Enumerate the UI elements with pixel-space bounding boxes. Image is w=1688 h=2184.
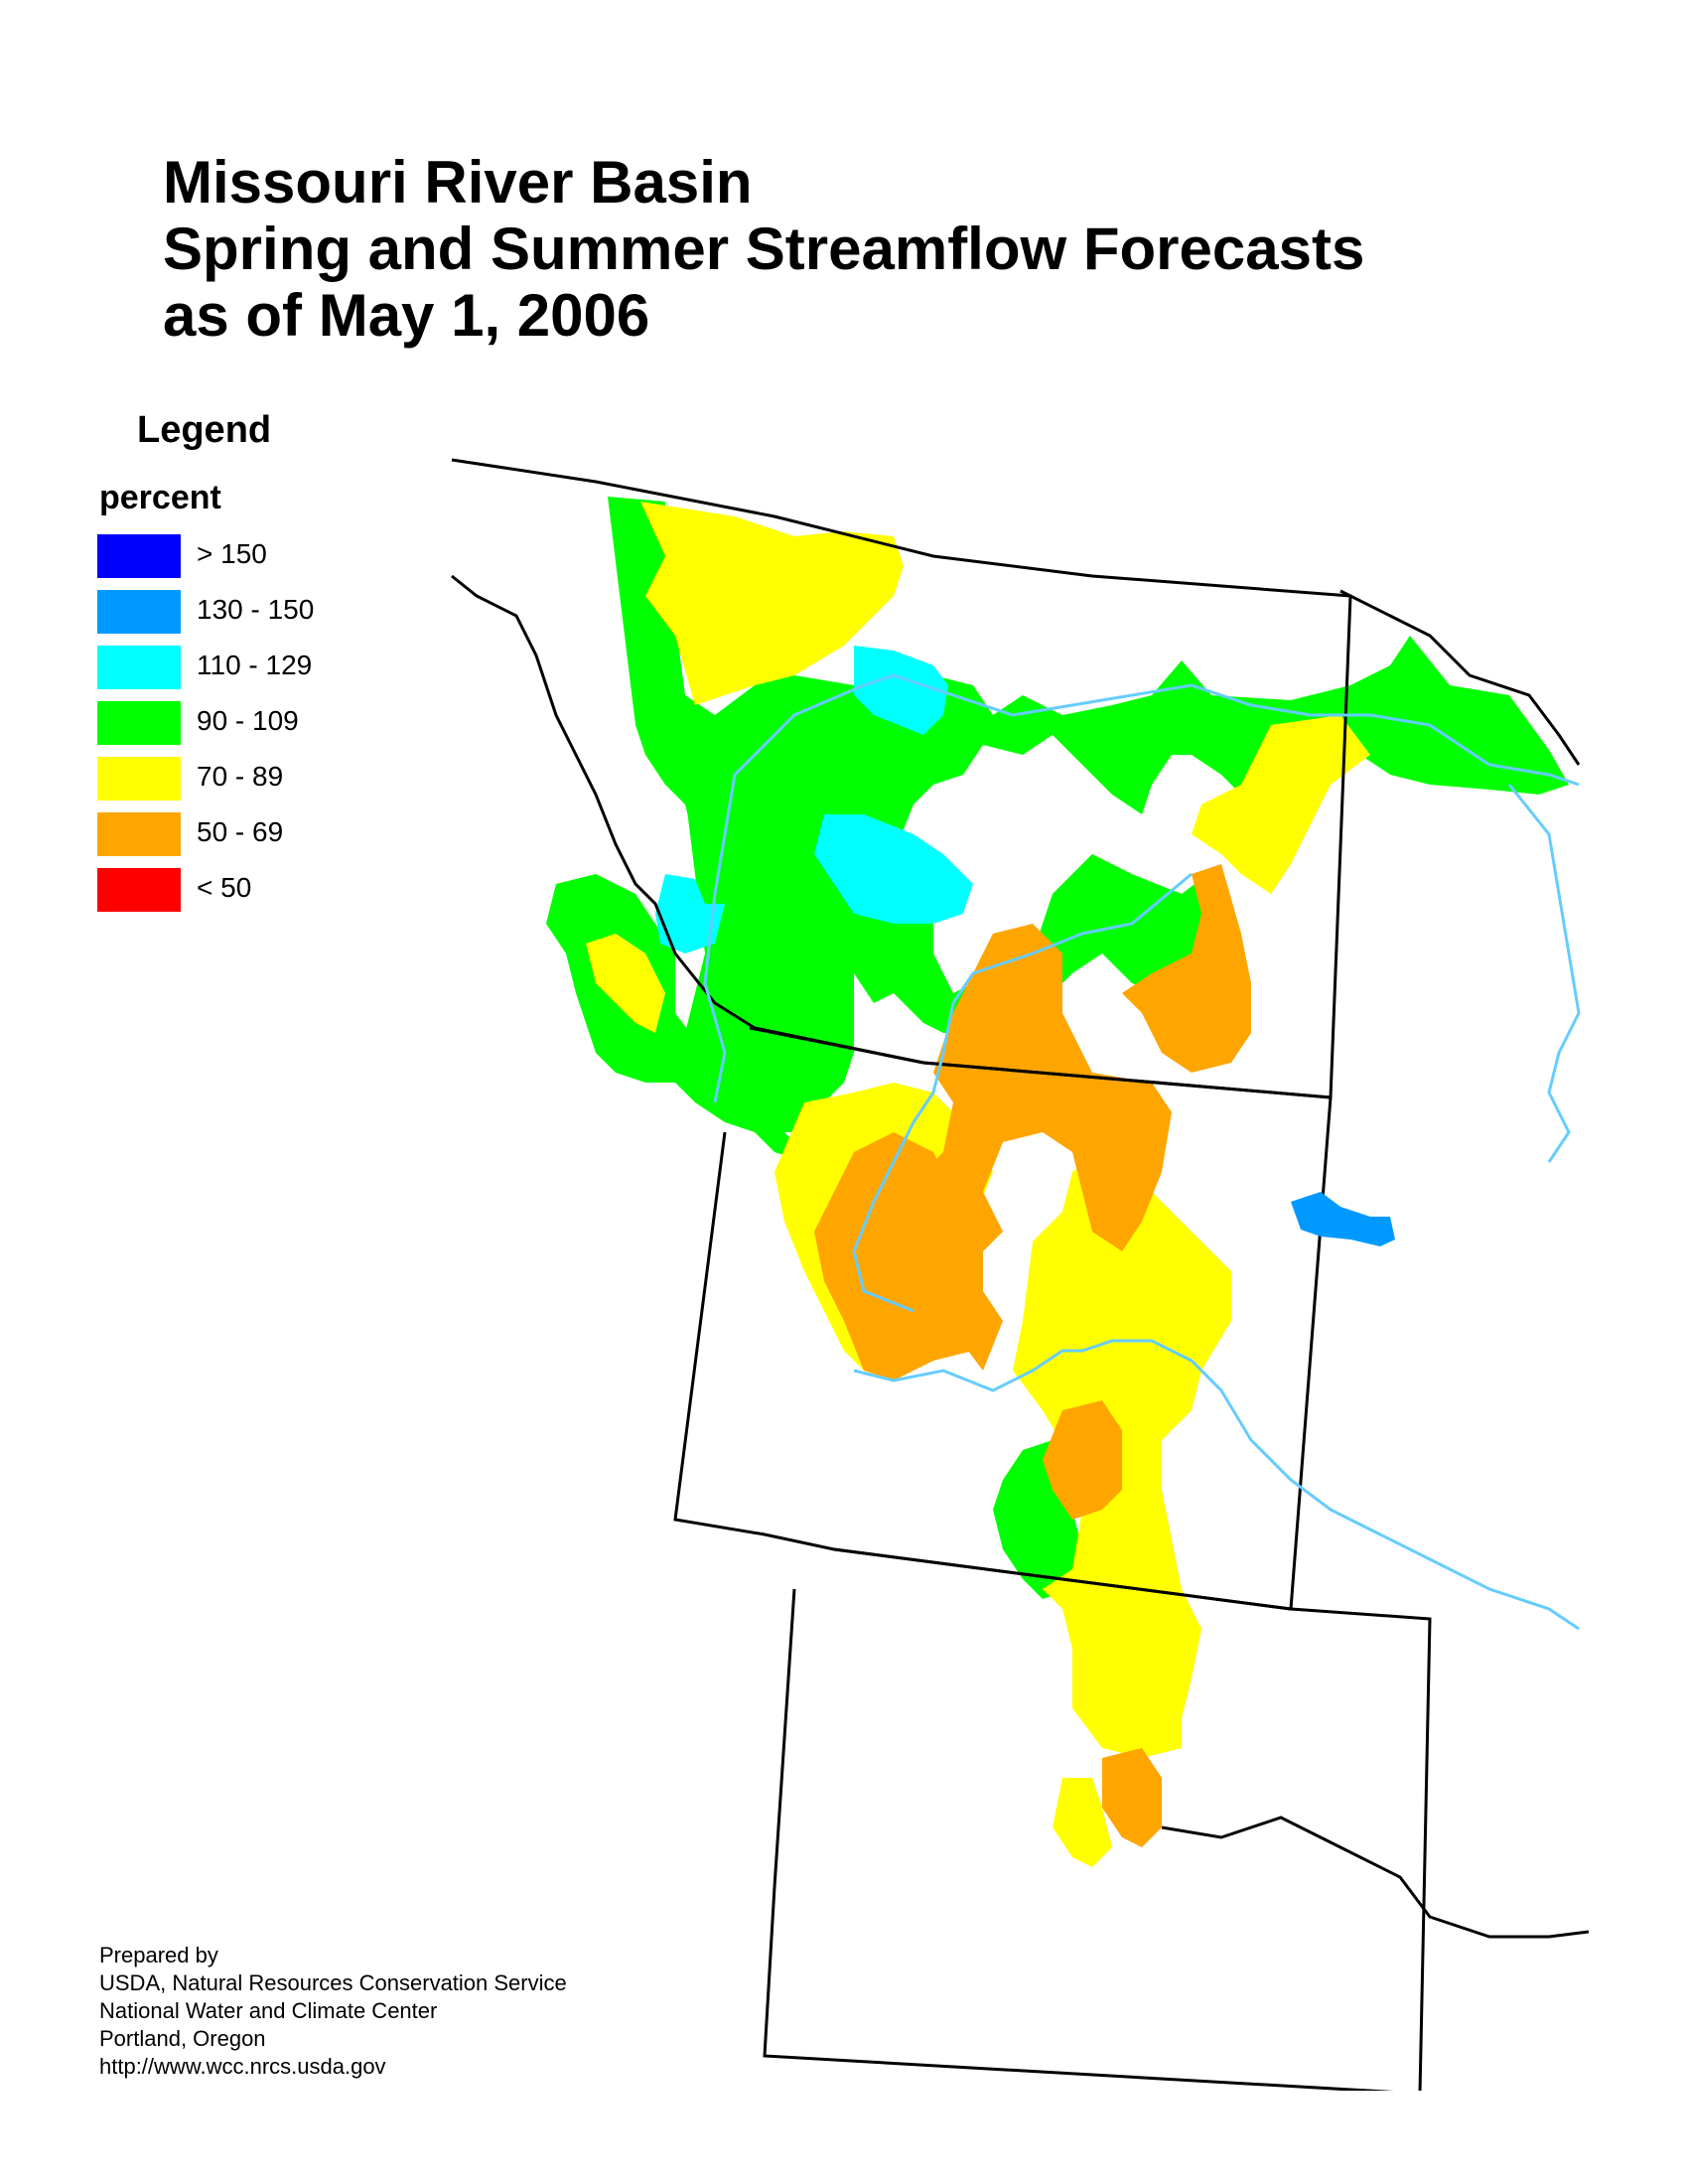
basin-central-green bbox=[685, 795, 1231, 1132]
title-line-3: as of May 1, 2006 bbox=[163, 282, 650, 349]
basin-yellow-far-south bbox=[1053, 1778, 1112, 1867]
river-north-platte bbox=[852, 872, 1193, 1313]
basin-cyan-west bbox=[655, 874, 725, 953]
basin-north-green bbox=[608, 497, 1569, 894]
legend-heading: Legend bbox=[137, 409, 272, 451]
legend-item-90-109: 90 - 109 bbox=[97, 701, 455, 745]
basin-yellow-east bbox=[1192, 715, 1370, 894]
credits-line-3: National Water and Climate Center bbox=[99, 1998, 438, 2023]
basin-orange-west bbox=[814, 1132, 1003, 1381]
legend-label-130-150: 130 - 150 bbox=[197, 594, 315, 625]
state-borders bbox=[451, 458, 1589, 2091]
legend-label-110-129: 110 - 129 bbox=[197, 650, 313, 680]
basin-orange-south bbox=[1043, 1400, 1122, 1520]
montana-border bbox=[451, 458, 1352, 1099]
legend-item-130-150: 130 - 150 bbox=[97, 590, 455, 634]
legend-swatch-lt50 bbox=[97, 868, 181, 912]
basin-cyan-north bbox=[854, 646, 948, 735]
legend-item-gt150: > 150 bbox=[97, 534, 455, 578]
rivers bbox=[703, 673, 1581, 1631]
title-line-1: Missouri River Basin bbox=[163, 149, 753, 216]
river-south-platte bbox=[853, 1339, 1580, 1631]
map-title: Missouri River Basin Spring and Summer S… bbox=[163, 149, 1364, 349]
basin-orange-central bbox=[914, 924, 1172, 1371]
credits: Prepared by USDA, Natural Resources Cons… bbox=[99, 1942, 567, 2081]
legend-item-lt50: < 50 bbox=[97, 868, 455, 912]
legend-swatch-90-109 bbox=[97, 701, 181, 745]
basin-map bbox=[451, 458, 1589, 2091]
legend-label-lt50: < 50 bbox=[197, 872, 252, 903]
legend-item-110-129: 110 - 129 bbox=[97, 646, 455, 689]
river-dakota-tributary bbox=[1507, 784, 1581, 1163]
legend-item-70-89: 70 - 89 bbox=[97, 757, 455, 801]
credits-line-2: USDA, Natural Resources Conservation Ser… bbox=[99, 1970, 567, 1995]
legend-label-50-69: 50 - 69 bbox=[197, 816, 284, 847]
colorado-border bbox=[763, 1547, 1432, 2091]
legend-swatch-70-89 bbox=[97, 757, 181, 801]
basin-yellow-north bbox=[640, 502, 904, 705]
basin-yellow-west bbox=[586, 934, 665, 1033]
basin-fill-orange bbox=[814, 864, 1251, 1847]
montana-east-border bbox=[1339, 589, 1581, 766]
basin-orange-north bbox=[1122, 864, 1251, 1073]
legend-label-70-89: 70 - 89 bbox=[197, 761, 284, 792]
legend-swatch-110-129 bbox=[97, 646, 181, 689]
legend-swatch-gt150 bbox=[97, 534, 181, 578]
legend-label-90-109: 90 - 109 bbox=[197, 705, 299, 736]
legend-swatch-50-69 bbox=[97, 812, 181, 856]
legend-swatch-130-150 bbox=[97, 590, 181, 634]
basin-cyan-central bbox=[814, 814, 973, 924]
credits-line-1: Prepared by bbox=[99, 1943, 218, 1967]
lake bbox=[1291, 1192, 1395, 1246]
legend-item-50-69: 50 - 69 bbox=[97, 812, 455, 856]
legend-unit: percent bbox=[99, 479, 221, 516]
credits-line-5: http://www.wcc.nrcs.usda.gov bbox=[99, 2054, 386, 2079]
basin-orange-far-south bbox=[1102, 1748, 1162, 1847]
credits-line-4: Portland, Oregon bbox=[99, 2026, 266, 2051]
title-line-2: Spring and Summer Streamflow Forecasts bbox=[163, 216, 1365, 282]
legend-label-gt150: > 150 bbox=[197, 538, 267, 569]
river-missouri-upper bbox=[703, 673, 1580, 1103]
basin-fill-cyan bbox=[655, 646, 973, 953]
colorado-south-border bbox=[1161, 1816, 1589, 1939]
